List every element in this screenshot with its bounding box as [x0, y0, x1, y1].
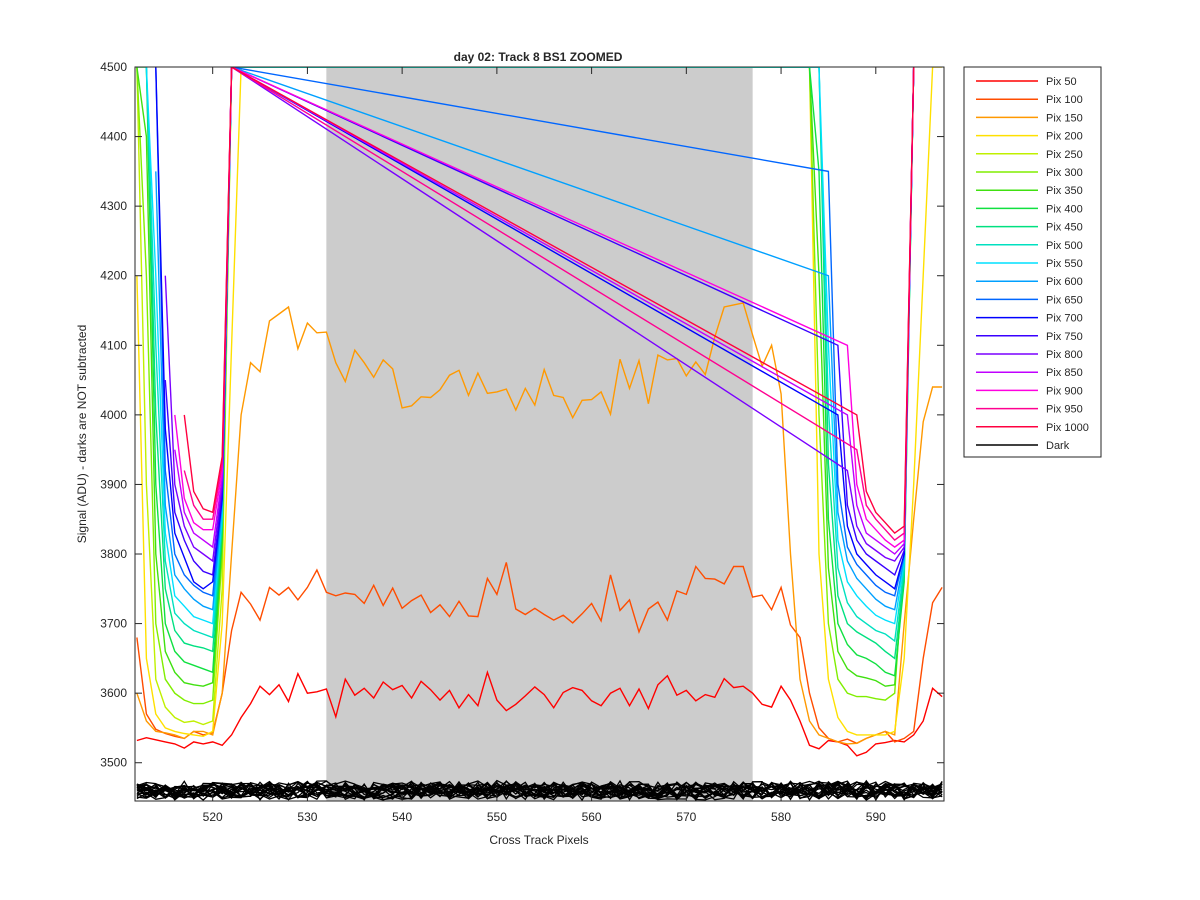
series-line-pix-950 — [183, 67, 915, 542]
series-line-dark-10 — [136, 780, 943, 801]
series-group — [136, 67, 943, 801]
tick-group: 520 530 540 550 560 570 580 590 3500 3600 3700 3800… — [100, 60, 944, 824]
legend-label-pix-950: Pix 950 — [1046, 404, 1083, 416]
x-tick-label-550: 550 — [487, 810, 507, 824]
series-line-pix-700 — [155, 67, 915, 590]
y-tick-label-4100: 4100 — [100, 338, 127, 352]
series-line-pix-550 — [145, 67, 915, 625]
x-tick-label-560: 560 — [582, 810, 602, 824]
series-line-pix-600 — [155, 67, 915, 611]
series-line-pix-1000 — [183, 67, 915, 535]
series-line-dark-14 — [136, 780, 943, 801]
chart-title: day 02: Track 8 BS1 ZOOMED — [454, 50, 623, 64]
x-tick-label-570: 570 — [676, 810, 696, 824]
legend-label-pix-900: Pix 900 — [1046, 385, 1083, 397]
legend-label-dark: Dark — [1046, 440, 1070, 452]
y-tick-label-3500: 3500 — [100, 756, 127, 770]
series-line-pix-750 — [164, 67, 915, 577]
x-tick-label-520: 520 — [203, 810, 223, 824]
legend-label-pix-50: Pix 50 — [1046, 76, 1077, 88]
legend-label-pix-600: Pix 600 — [1046, 276, 1083, 288]
y-tick-label-3700: 3700 — [100, 617, 127, 631]
y-tick-label-3600: 3600 — [100, 686, 127, 700]
legend-label-pix-850: Pix 850 — [1046, 367, 1083, 379]
legend-label-pix-800: Pix 800 — [1046, 349, 1083, 361]
axes-box — [134, 66, 945, 802]
legend-label-pix-150: Pix 150 — [1046, 112, 1083, 124]
series-line-pix-300 — [136, 67, 915, 705]
series-line-pix-100 — [136, 562, 943, 745]
legend-label-pix-1000: Pix 1000 — [1046, 422, 1089, 434]
series-line-pix-350 — [136, 67, 915, 687]
plot-area: 520 530 540 550 560 570 580 590 3500 3600 3700 3800… — [100, 60, 945, 824]
y-tick-label-4500: 4500 — [100, 60, 127, 74]
y-tick-label-4200: 4200 — [100, 269, 127, 283]
legend-label-pix-750: Pix 750 — [1046, 331, 1083, 343]
series-line-dark-19 — [136, 779, 943, 801]
series-line-pix-900 — [174, 67, 915, 548]
x-tick-label-540: 540 — [392, 810, 412, 824]
legend: Pix 50 Pix 100 Pix 150 Pix 200 Pix 250 Pix 30… — [963, 66, 1102, 458]
legend-label-pix-100: Pix 100 — [1046, 94, 1083, 106]
series-line-pix-50 — [136, 669, 943, 757]
shaded-region — [326, 67, 753, 801]
legend-label-pix-500: Pix 500 — [1046, 240, 1083, 252]
legend-label-pix-450: Pix 450 — [1046, 222, 1083, 234]
series-line-pix-450 — [145, 67, 915, 660]
y-tick-label-4400: 4400 — [100, 130, 127, 144]
x-axis-label: Cross Track Pixels — [489, 833, 588, 847]
legend-items: Pix 50 Pix 100 Pix 150 Pix 200 Pix 250 Pix 30… — [976, 76, 1089, 452]
series-line-pix-850 — [174, 67, 915, 555]
legend-box — [963, 66, 1102, 458]
legend-label-pix-300: Pix 300 — [1046, 167, 1083, 179]
legend-label-pix-400: Pix 400 — [1046, 203, 1083, 215]
y-tick-label-4000: 4000 — [100, 408, 127, 422]
series-line-pix-250 — [136, 67, 233, 726]
series-line-pix-650 — [155, 67, 915, 597]
series-line-pix-400 — [136, 67, 915, 677]
series-line-pix-800 — [164, 67, 915, 563]
x-tick-label-590: 590 — [866, 810, 886, 824]
series-line-pix-500 — [145, 67, 915, 643]
y-tick-label-3800: 3800 — [100, 547, 127, 561]
y-tick-label-4300: 4300 — [100, 199, 127, 213]
legend-label-pix-350: Pix 350 — [1046, 185, 1083, 197]
legend-label-pix-250: Pix 250 — [1046, 149, 1083, 161]
legend-label-pix-650: Pix 650 — [1046, 294, 1083, 306]
series-line-dark-17 — [136, 780, 943, 801]
legend-label-pix-550: Pix 550 — [1046, 258, 1083, 270]
y-axis-label: Signal (ADU) - darks are NOT subtracted — [75, 325, 89, 544]
legend-label-pix-200: Pix 200 — [1046, 131, 1083, 143]
x-tick-label-580: 580 — [771, 810, 791, 824]
series-line-pix-150 — [136, 302, 943, 745]
series-line-dark-12 — [136, 780, 943, 801]
x-tick-label-530: 530 — [297, 810, 317, 824]
legend-label-pix-700: Pix 700 — [1046, 313, 1083, 325]
y-tick-label-3900: 3900 — [100, 477, 127, 491]
